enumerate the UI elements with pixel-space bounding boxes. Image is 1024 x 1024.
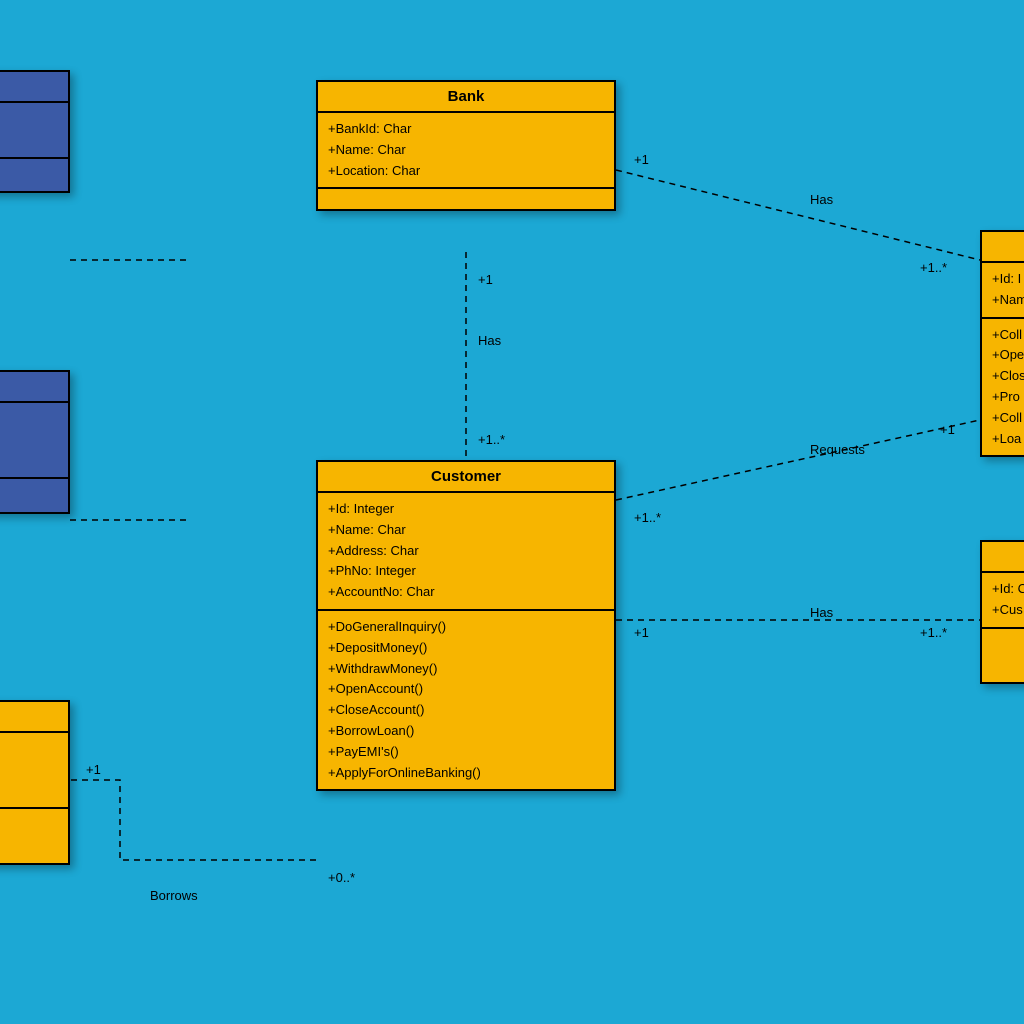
- class-title: [0, 702, 68, 733]
- method: +ApplyForOnlineBanking(): [328, 763, 604, 784]
- edge-label: +1: [86, 762, 101, 777]
- attr: +Id: Integer: [328, 499, 604, 520]
- class-box-unknown-2: [0, 370, 70, 514]
- class-methods: +DoGeneralInquiry() +DepositMoney() +Wit…: [318, 611, 614, 789]
- class-title: [0, 372, 68, 403]
- edge-label: +1..*: [634, 510, 661, 525]
- class-methods: [318, 189, 614, 209]
- method: +PayEMI's(): [328, 742, 604, 763]
- method: +WithdrawMoney(): [328, 659, 604, 680]
- class-box-bank: Bank +BankId: Char +Name: Char +Location…: [316, 80, 616, 211]
- edge-label: +0..*: [328, 870, 355, 885]
- class-box-account: +Id: C +Cus: [980, 540, 1024, 684]
- method: +DoGeneralInquiry(): [328, 617, 604, 638]
- class-title: [0, 72, 68, 103]
- class-title: [982, 542, 1024, 573]
- class-title: Bank: [318, 82, 614, 113]
- class-attributes: +Id: C +Cus: [982, 573, 1024, 629]
- class-attributes: +Id: I +Nam: [982, 263, 1024, 319]
- attr: +Name: Char: [328, 520, 604, 541]
- class-methods: [0, 479, 68, 512]
- edge-label: +1: [478, 272, 493, 287]
- attr: +BankId: Char: [328, 119, 604, 140]
- class-attributes: [0, 733, 68, 809]
- edge-label: Has: [810, 192, 833, 207]
- attr: +Id: I: [992, 269, 1024, 290]
- edge-label: Requests: [810, 442, 865, 457]
- method: +Ope: [992, 345, 1024, 366]
- method: +DepositMoney(): [328, 638, 604, 659]
- edge-label: +1: [634, 152, 649, 167]
- class-methods: [0, 809, 68, 863]
- edge-label: Borrows: [150, 888, 198, 903]
- method: +CloseAccount(): [328, 700, 604, 721]
- method: +Coll: [992, 325, 1024, 346]
- edge-label: +1..*: [920, 625, 947, 640]
- class-box-unknown-1: [0, 70, 70, 193]
- attr: +AccountNo: Char: [328, 582, 604, 603]
- method: +Loa: [992, 429, 1024, 450]
- edge-label: Has: [478, 333, 501, 348]
- method: +Pro: [992, 387, 1024, 408]
- class-attributes: [0, 103, 68, 159]
- method: +Coll: [992, 408, 1024, 429]
- edge-label: +1: [940, 422, 955, 437]
- attr: +Id: C: [992, 579, 1024, 600]
- class-methods: +Coll +Ope +Clos +Pro +Coll +Loa: [982, 319, 1024, 456]
- edge-label: +1..*: [478, 432, 505, 447]
- edge-label: Has: [810, 605, 833, 620]
- class-title: Customer: [318, 462, 614, 493]
- attr: +Nam: [992, 290, 1024, 311]
- attr: +PhNo: Integer: [328, 561, 604, 582]
- class-methods: [982, 629, 1024, 683]
- class-box-teller: +Id: I +Nam +Coll +Ope +Clos +Pro +Coll …: [980, 230, 1024, 457]
- attr: +Cus: [992, 600, 1024, 621]
- class-attributes: [0, 403, 68, 479]
- attr: +Name: Char: [328, 140, 604, 161]
- attr: +Location: Char: [328, 161, 604, 182]
- class-attributes: +BankId: Char +Name: Char +Location: Cha…: [318, 113, 614, 189]
- method: +OpenAccount(): [328, 679, 604, 700]
- method: +BorrowLoan(): [328, 721, 604, 742]
- attr: +Address: Char: [328, 541, 604, 562]
- edge-label: +1..*: [920, 260, 947, 275]
- edge-label: +1: [634, 625, 649, 640]
- class-box-customer: Customer +Id: Integer +Name: Char +Addre…: [316, 460, 616, 791]
- class-box-unknown-3: [0, 700, 70, 865]
- class-methods: [0, 159, 68, 192]
- method: +Clos: [992, 366, 1024, 387]
- class-attributes: +Id: Integer +Name: Char +Address: Char …: [318, 493, 614, 611]
- class-title: [982, 232, 1024, 263]
